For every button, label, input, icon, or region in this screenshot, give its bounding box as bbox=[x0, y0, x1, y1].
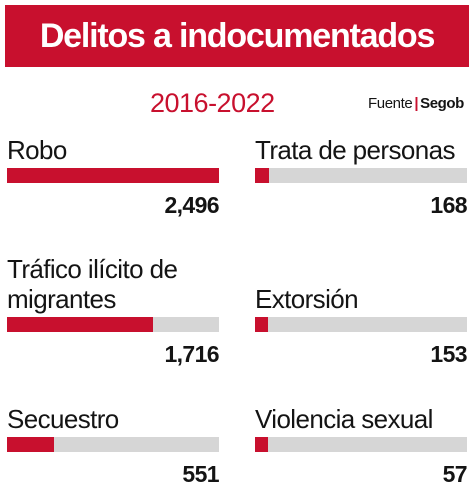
bar-label-line: Secuestro bbox=[7, 404, 119, 434]
bar-fill bbox=[7, 437, 54, 452]
bar-fill bbox=[255, 437, 268, 452]
bar-label: Secuestro bbox=[7, 404, 119, 434]
bar-value: 551 bbox=[182, 461, 219, 487]
bar-item: Violencia sexual 57 bbox=[255, 0, 467, 493]
bar-item: Secuestro 551 bbox=[7, 0, 219, 493]
bar-value: 57 bbox=[443, 461, 467, 487]
bar-label: Violencia sexual bbox=[255, 404, 433, 434]
bar-track bbox=[255, 437, 467, 452]
bar-label-line: Violencia sexual bbox=[255, 404, 433, 434]
bar-track bbox=[7, 437, 219, 452]
